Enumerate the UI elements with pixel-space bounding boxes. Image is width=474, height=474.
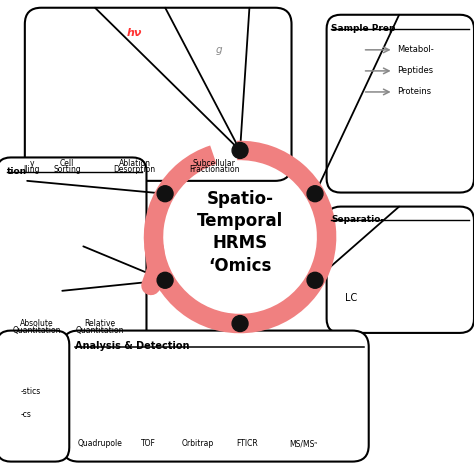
Text: TOF: TOF xyxy=(141,439,156,448)
Text: y: y xyxy=(29,159,34,168)
Text: Separatio-: Separatio- xyxy=(331,215,384,224)
Circle shape xyxy=(307,273,323,288)
Text: FTICR: FTICR xyxy=(236,439,258,448)
Text: Proteins: Proteins xyxy=(397,88,431,96)
Text: g: g xyxy=(216,45,222,55)
Text: Peptides: Peptides xyxy=(397,66,433,75)
Text: Relative: Relative xyxy=(84,319,115,328)
FancyBboxPatch shape xyxy=(0,330,69,462)
Text: Subcellular: Subcellular xyxy=(193,159,236,168)
Text: -stics: -stics xyxy=(20,387,40,396)
Circle shape xyxy=(157,273,173,288)
Circle shape xyxy=(157,186,173,201)
Text: Quantitation: Quantitation xyxy=(12,326,61,335)
Text: Quantitation: Quantitation xyxy=(75,326,124,335)
Text: Metabol-: Metabol- xyxy=(397,46,434,55)
Circle shape xyxy=(232,143,248,158)
Text: Absolute: Absolute xyxy=(20,319,54,328)
Text: Cell: Cell xyxy=(60,159,74,168)
Text: Spatio-
Temporal
HRMS
‘Omics: Spatio- Temporal HRMS ‘Omics xyxy=(197,190,283,274)
FancyBboxPatch shape xyxy=(327,207,474,333)
Text: hν: hν xyxy=(127,28,143,38)
Text: Desorption: Desorption xyxy=(114,165,156,174)
Text: Sample Prep: Sample Prep xyxy=(331,24,396,33)
Text: lling: lling xyxy=(24,165,40,174)
Text: MS/MSⁿ: MS/MSⁿ xyxy=(289,439,318,448)
Text: Sorting: Sorting xyxy=(53,165,81,174)
Circle shape xyxy=(307,186,323,201)
Text: Quadrupole: Quadrupole xyxy=(77,439,122,448)
FancyBboxPatch shape xyxy=(25,8,292,181)
FancyBboxPatch shape xyxy=(327,15,474,192)
Text: Analysis & Detection: Analysis & Detection xyxy=(75,341,190,351)
Circle shape xyxy=(232,316,248,331)
Text: -cs: -cs xyxy=(20,410,31,419)
Text: Ablation: Ablation xyxy=(119,159,151,168)
Text: LC: LC xyxy=(346,293,357,303)
FancyBboxPatch shape xyxy=(0,157,146,345)
Text: tion: tion xyxy=(7,167,27,176)
Text: Orbitrap: Orbitrap xyxy=(182,439,214,448)
Text: Fractionation: Fractionation xyxy=(189,165,239,174)
FancyBboxPatch shape xyxy=(62,330,369,462)
